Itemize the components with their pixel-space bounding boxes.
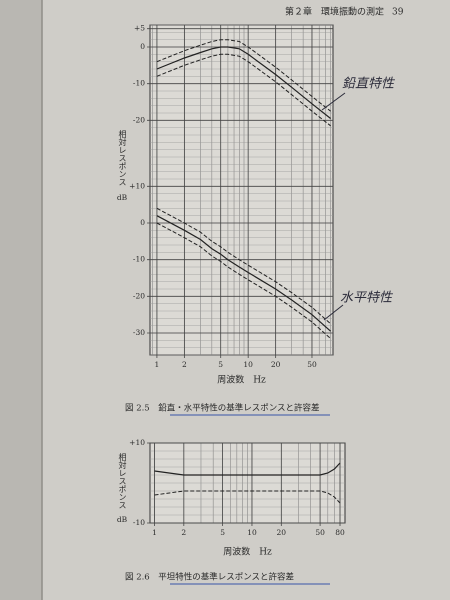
- y-tick-label: -20: [133, 115, 145, 124]
- x-tick-label: 20: [271, 360, 281, 369]
- y-tick-label: -10: [133, 79, 145, 88]
- y-axis-label: 相対レスポンス: [118, 452, 127, 509]
- y-tick-label: -10: [133, 518, 145, 527]
- figure-caption: 図 2.6 平坦特性の基準レスポンスと許容差: [125, 572, 294, 583]
- series-line: [156, 39, 331, 112]
- page-number: 39: [392, 8, 404, 18]
- series-line: [156, 53, 331, 127]
- y-tick-label: +10: [129, 181, 145, 190]
- x-tick-label: 1: [155, 360, 160, 369]
- annotation-leader: [321, 92, 346, 111]
- series-line: [156, 222, 331, 339]
- x-tick-label: 50: [307, 360, 317, 369]
- y-tick-label: 0: [140, 42, 145, 51]
- plot-area: [149, 24, 334, 356]
- series-line: [156, 207, 331, 325]
- x-tick-label: 80: [335, 528, 345, 537]
- x-tick-label: 20: [277, 528, 287, 537]
- x-tick-label: 1: [152, 528, 157, 537]
- x-axis-label: 周波数 Hz: [223, 546, 272, 558]
- figure-caption: 図 2.5 鉛直・水平特性の基準レスポンスと許容差: [125, 403, 320, 414]
- y-axis-label: 相対レスポンス: [118, 129, 127, 186]
- x-axis-label: 周波数 Hz: [217, 374, 266, 386]
- x-tick-label: 5: [220, 528, 225, 537]
- y-tick-label: -30: [133, 328, 145, 337]
- header-title: 第２章 環境振動の測定: [285, 6, 384, 18]
- x-tick-label: 10: [247, 528, 257, 537]
- series-line: [156, 46, 331, 119]
- y-tick-label: +10: [129, 438, 145, 447]
- y-tick-label: +5: [134, 24, 145, 33]
- x-tick-label: 2: [181, 528, 186, 537]
- x-tick-label: 50: [315, 528, 325, 537]
- y-axis-unit: dB: [117, 515, 128, 524]
- y-tick-label: -20: [133, 291, 145, 300]
- series-line: [154, 462, 341, 476]
- x-tick-label: 2: [182, 360, 187, 369]
- y-tick-label: -10: [133, 255, 145, 264]
- y-axis-unit: dB: [117, 193, 128, 202]
- x-tick-label: 10: [243, 360, 253, 369]
- figures: +5 0 -10 -20 +10 0 -10 -20 -30 1 2 5 10 20 50 相対レスポンス dB…: [117, 24, 396, 585]
- handwritten-annotation: 水平特性: [340, 291, 394, 306]
- annotation-leader: [323, 304, 344, 321]
- series-line: [154, 490, 341, 504]
- y-tick-label: 0: [140, 218, 145, 227]
- handwritten-annotation: 鉛直特性: [342, 77, 396, 92]
- x-tick-label: 5: [218, 360, 223, 369]
- left-page-edge: [0, 0, 42, 600]
- series-line: [156, 215, 331, 332]
